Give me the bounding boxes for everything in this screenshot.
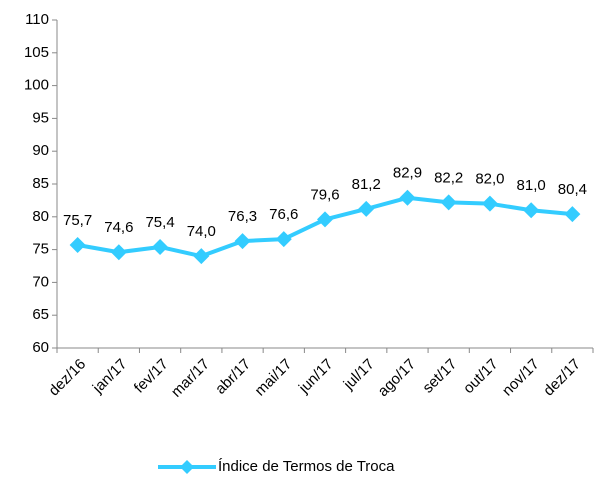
legend-label: Índice de Termos de Troca [218, 458, 395, 475]
y-tick-label: 85 [32, 175, 49, 192]
point-marker [193, 248, 210, 265]
y-tick-label: 100 [24, 77, 49, 94]
x-tick-label: jan/17 [89, 356, 131, 398]
x-tick-label: jun/17 [295, 356, 337, 398]
data-label: 82,9 [393, 165, 422, 182]
x-tick-label: mai/17 [252, 356, 296, 400]
x-tick-label: mar/17 [168, 356, 213, 401]
legend-marker [180, 460, 194, 474]
y-tick-label: 105 [24, 44, 49, 61]
point-marker [152, 238, 169, 255]
data-label: 81,2 [352, 176, 381, 193]
data-label: 79,6 [310, 186, 339, 203]
y-tick-label: 80 [32, 208, 49, 225]
data-label: 75,7 [63, 212, 92, 229]
y-tick-label: 60 [32, 339, 49, 356]
y-tick-label: 110 [25, 11, 49, 28]
x-tick-label: abr/17 [212, 356, 254, 398]
y-tick-label: 90 [32, 142, 49, 159]
point-marker [69, 237, 86, 254]
y-tick-label: 75 [32, 241, 49, 258]
x-tick-label: dez/17 [540, 356, 584, 400]
x-tick-label: nov/17 [499, 356, 543, 400]
point-marker [275, 231, 292, 248]
point-marker [399, 189, 416, 206]
data-label: 76,6 [269, 206, 298, 223]
y-tick-label: 65 [32, 306, 49, 323]
point-marker [440, 194, 457, 211]
data-label: 76,3 [228, 208, 257, 225]
x-tick-label: set/17 [419, 356, 460, 397]
point-marker [358, 200, 375, 217]
data-label: 75,4 [145, 214, 174, 231]
data-label: 74,0 [187, 223, 216, 240]
y-tick-label: 70 [32, 273, 49, 290]
x-tick-label: fev/17 [131, 356, 172, 397]
x-tick-label: out/17 [460, 356, 502, 398]
point-marker [110, 244, 127, 261]
point-marker [234, 233, 251, 250]
data-label: 74,6 [104, 219, 133, 236]
x-tick-label: ago/17 [375, 356, 419, 400]
point-marker [481, 195, 498, 212]
x-tick-label: jul/17 [340, 356, 378, 394]
point-marker [523, 202, 540, 219]
data-label: 82,2 [434, 169, 463, 186]
data-label: 82,0 [475, 171, 504, 188]
point-marker [564, 206, 581, 223]
data-label: 80,4 [558, 181, 587, 198]
x-tick-label: dez/16 [45, 356, 89, 400]
point-marker [317, 211, 333, 228]
data-label: 81,0 [517, 177, 546, 194]
y-tick-label: 95 [32, 109, 49, 126]
